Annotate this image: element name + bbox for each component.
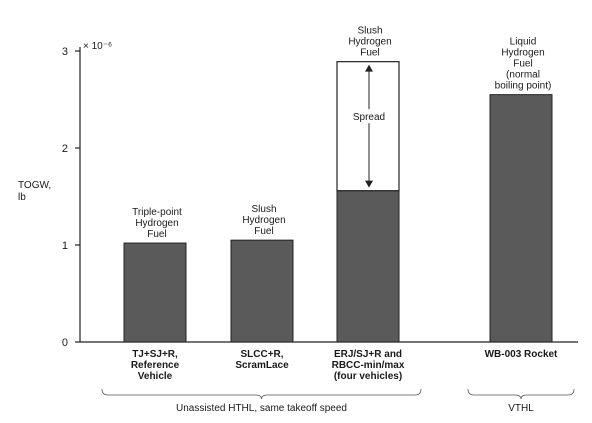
category-label: Vehicle: [138, 371, 173, 382]
bar: [230, 239, 294, 343]
group-bracket: [101, 388, 422, 400]
bar: [489, 94, 553, 343]
y-tick-label: 1: [62, 240, 68, 252]
spread-label-bg: [346, 109, 390, 124]
y-axis-label: lb: [18, 192, 26, 203]
spread-arrowhead-down: [365, 180, 373, 188]
bar-label: Fuel: [147, 229, 166, 240]
bar-label: (normal: [506, 70, 540, 81]
y-tick-label: 2: [62, 143, 68, 155]
category-label: SLCC+R,: [240, 349, 283, 360]
category-label: ERJ/SJ+R and: [334, 349, 402, 360]
bar-label: Fuel: [513, 59, 532, 70]
group-label: VTHL: [508, 403, 534, 414]
bar-label: Hydrogen: [242, 215, 285, 226]
category-label: (four vehicles): [334, 371, 402, 382]
category-label: TJ+SJ+R,: [132, 349, 178, 360]
category-label: ScramLace: [235, 360, 289, 371]
bar-label: Slush: [251, 204, 276, 215]
y-tick-label: 0: [62, 337, 68, 349]
group-label: Unassisted HTHL, same takeoff speed: [176, 403, 347, 414]
spread-label: Spread: [353, 112, 385, 123]
category-label: Reference: [131, 360, 180, 371]
bars: Spread: [123, 61, 553, 343]
bar: [336, 190, 400, 343]
spread-box: [336, 61, 400, 192]
bar-label: Hydrogen: [135, 218, 178, 229]
bar-label: Fuel: [254, 226, 273, 237]
spread-arrowhead-up: [365, 64, 373, 72]
bar-label: Hydrogen: [501, 48, 544, 59]
y-multiplier: × 10⁻⁶: [83, 41, 112, 52]
category-label: RBCC-min/max: [332, 360, 405, 371]
bar-label: Slush: [357, 26, 382, 37]
group-bracket: [467, 388, 575, 400]
bar-label: boiling point): [495, 81, 552, 92]
bar: [123, 242, 187, 343]
bar-label: Liquid: [510, 37, 537, 48]
category-label: WB-003 Rocket: [485, 349, 558, 360]
bar-label: Fuel: [360, 48, 379, 59]
y-axis-label: TOGW,: [18, 180, 51, 191]
y-tick-label: 3: [62, 46, 68, 58]
bar-label: Triple-point: [132, 207, 182, 218]
bar-label: Hydrogen: [348, 37, 391, 48]
labels: Triple-pointHydrogenFuelTJ+SJ+R,Referenc…: [101, 26, 575, 414]
